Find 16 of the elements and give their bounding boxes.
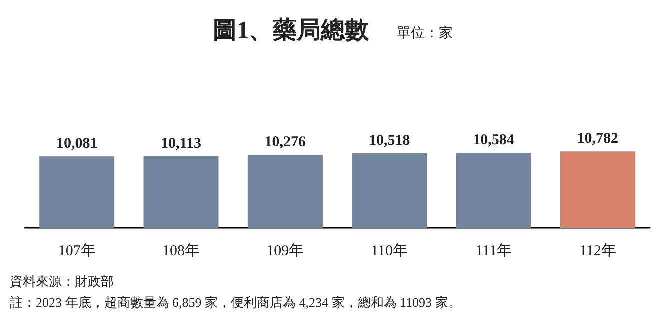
data-label: 10,081	[56, 136, 98, 152]
x-tick-label: 111年	[476, 242, 512, 260]
x-tick-label: 110年	[371, 242, 408, 260]
data-label: 10,782	[577, 131, 619, 148]
x-tick-label: 109年	[266, 242, 304, 260]
x-tick-label: 107年	[58, 242, 96, 260]
chart-title: 圖1、藥局總數	[213, 17, 370, 44]
data-label: 10,276	[264, 134, 307, 151]
data-label: 10,518	[368, 132, 410, 149]
data-label: 10,113	[161, 136, 202, 152]
chart-subtitle: 單位：家	[397, 26, 453, 42]
data-label: 10,584	[473, 132, 515, 149]
x-tick-label: 108年	[162, 242, 200, 260]
source-note: 資料來源：財政部	[10, 274, 114, 289]
text: 註：2023 年底，超商數量為 6,859 家，便利商店為 4,234 家，總和為 11093 家。	[10, 295, 462, 310]
x-tick-label: 112年	[579, 242, 616, 260]
